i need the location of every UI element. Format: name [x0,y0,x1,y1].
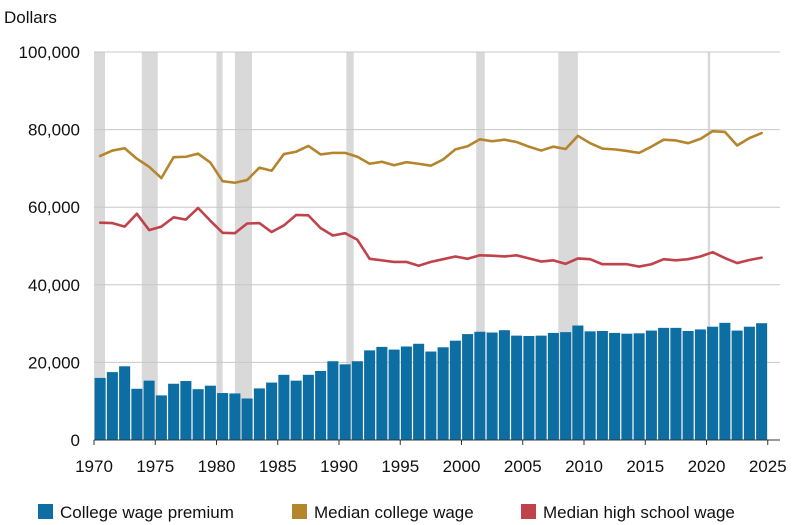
y-tick-label: 60,000 [28,198,80,217]
premium-bars [94,322,768,440]
premium-bar [633,333,645,440]
legend-swatch [521,504,536,519]
wage-lines [98,129,763,268]
premium-bar [241,398,253,440]
premium-bar [229,393,241,440]
premium-bar [670,327,682,440]
recession-band [141,52,158,440]
premium-bar [192,389,204,440]
premium-bar [645,330,657,440]
y-gridlines [94,51,780,363]
premium-bar [351,361,363,440]
recession-band [216,52,223,440]
recession-band [94,52,106,440]
premium-bar [707,326,719,440]
premium-bar [290,380,302,440]
x-tick-label: 1985 [259,457,297,476]
premium-bar [743,326,755,440]
premium-bar [106,372,118,440]
y-tick-label: 40,000 [28,276,80,295]
premium-bar [376,346,388,440]
premium-bar [719,322,731,440]
median-college-wage-line [98,129,763,185]
premium-bar [609,332,621,440]
premium-bar [315,370,327,440]
premium-bar [511,335,523,440]
premium-bar [560,332,572,440]
premium-bar [498,330,510,440]
premium-bar [523,336,535,440]
x-tick-label: 1995 [381,457,419,476]
premium-bar [462,334,474,440]
premium-bar [266,382,278,440]
premium-bar [388,349,400,440]
premium-bar [339,364,351,440]
premium-bar [658,327,670,440]
x-tick-labels: 1970 1975 1980 1985 1990 1995 2000 2005 2010 2015… [75,440,787,476]
premium-bar [364,350,376,440]
premium-bar [756,323,768,440]
recession-band [346,52,354,440]
x-tick-label: 1990 [320,457,358,476]
legend-label: Median high school wage [543,503,735,522]
x-tick-label: 1975 [136,457,174,476]
x-tick-label: 2020 [688,457,726,476]
premium-bar [486,332,498,440]
legend-swatch [292,504,307,519]
recession-band [707,52,711,440]
premium-bar [302,374,314,440]
premium-bar [327,361,339,440]
premium-bar [572,325,584,440]
premium-bar [253,388,265,440]
median-high-school-wage-line [98,206,763,268]
x-tick-label: 2015 [626,457,664,476]
premium-bar [119,366,131,440]
recession-band [476,52,485,440]
premium-bar [449,340,461,440]
premium-bar [425,351,437,440]
premium-bar [155,395,167,440]
premium-bar [682,330,694,440]
premium-bar [621,333,633,440]
x-tick-label: 2005 [504,457,542,476]
premium-bar [278,374,290,440]
premium-bar [584,331,596,440]
x-tick-label: 2025 [749,457,787,476]
recession-band [234,52,253,440]
premium-bar [217,393,229,440]
premium-bar [143,380,155,440]
premium-bar [547,332,559,440]
legend: College wage premium Median college wage M… [38,503,735,522]
premium-bar [94,377,106,440]
x-tick-label: 1980 [198,457,236,476]
y-tick-label: 80,000 [28,121,80,140]
premium-bar [400,346,412,440]
x-tick-label: 2000 [443,457,481,476]
y-unit-label: Dollars [4,8,57,27]
premium-bar [413,343,425,440]
x-tick-label: 2010 [565,457,603,476]
premium-bar [596,330,608,440]
y-tick-labels: 0 20,000 40,000 60,000 80,000 100,000 [19,43,80,450]
y-tick-label: 0 [71,431,80,450]
premium-bar [535,335,547,440]
premium-bar [131,388,143,440]
premium-bar [474,331,486,440]
premium-bar [731,330,743,440]
y-tick-label: 20,000 [28,353,80,372]
legend-label: Median college wage [314,503,474,522]
legend-swatch [38,504,53,519]
x-tick-label: 1970 [75,457,113,476]
premium-bar [168,383,180,440]
y-tick-label: 100,000 [19,43,80,62]
premium-bar [180,381,192,440]
premium-bar [694,329,706,440]
premium-bar [204,385,216,440]
premium-bar [437,347,449,440]
legend-label: College wage premium [60,503,234,522]
